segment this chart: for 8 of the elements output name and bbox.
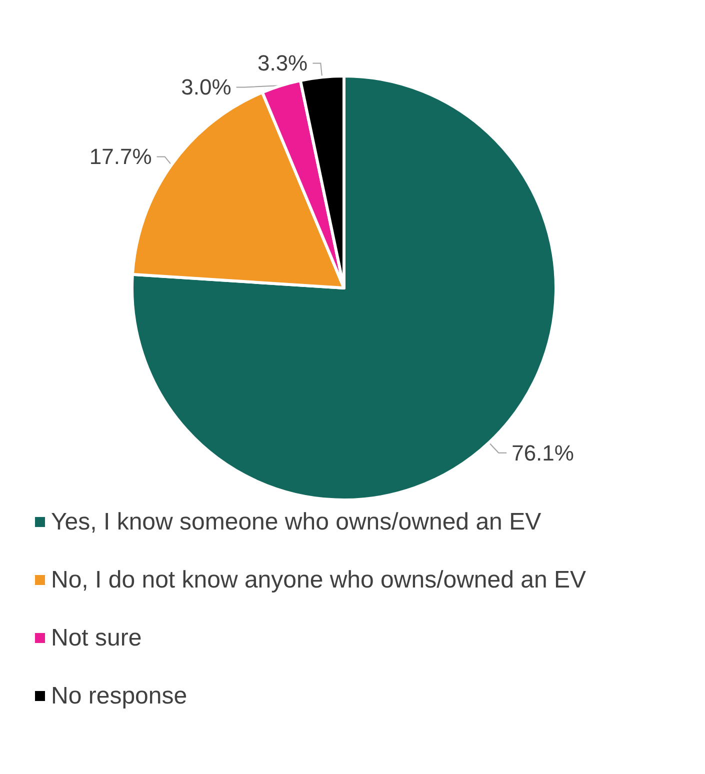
legend-label: Not sure [51, 624, 142, 652]
data-label: 76.1% [512, 440, 574, 466]
legend-label: No, I do not know anyone who owns/owned an EV [51, 566, 586, 594]
data-label: 3.3% [257, 50, 308, 76]
legend-label: No response [51, 682, 188, 710]
legend-label: Yes, I know someone who owns/owned an EV [51, 508, 542, 536]
data-label: 17.7% [89, 144, 152, 170]
data-label: 3.0% [181, 74, 232, 100]
